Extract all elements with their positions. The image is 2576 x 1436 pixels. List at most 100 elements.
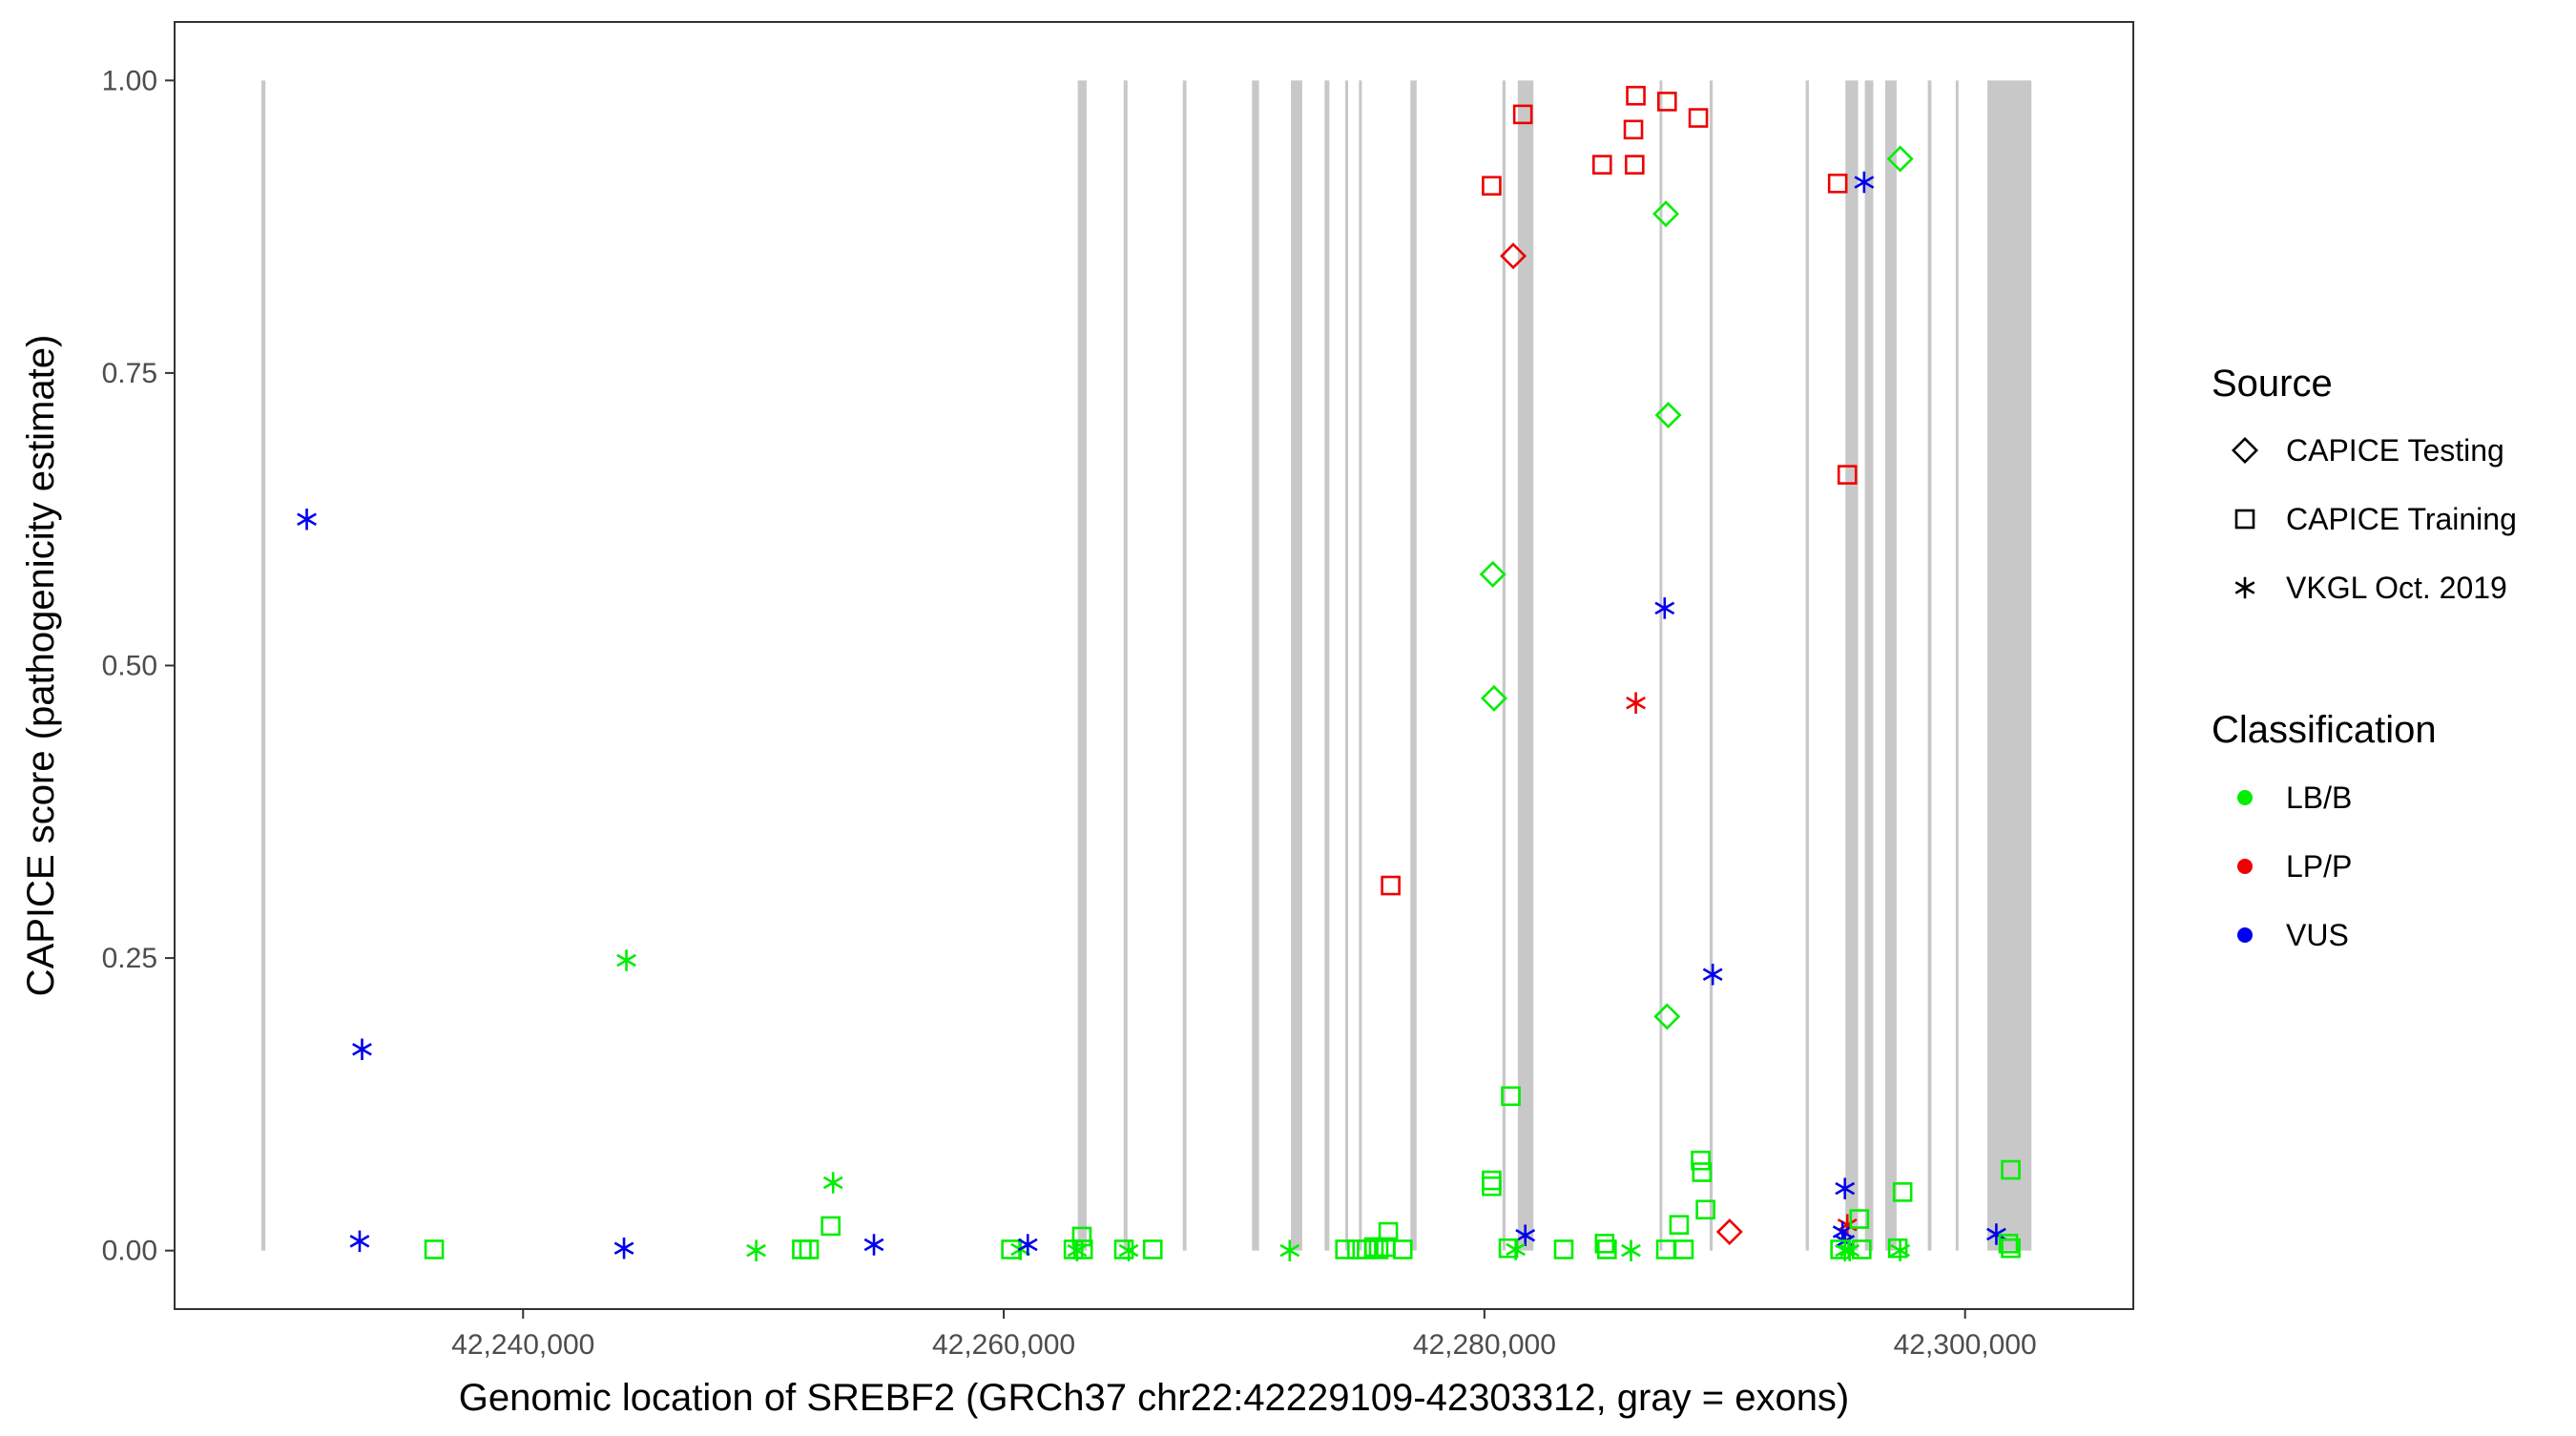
exon-band-16 <box>1864 80 1874 1251</box>
data-point-20 <box>1118 1239 1139 1261</box>
data-point-45 <box>1594 1234 1615 1254</box>
data-point-2 <box>349 1230 370 1253</box>
data-point-12 <box>1001 1239 1021 1259</box>
legend-source-title: Source <box>2212 363 2333 405</box>
exon-band-17 <box>1885 80 1897 1251</box>
exon-band-7 <box>1345 80 1349 1251</box>
data-point-31 <box>1392 1239 1413 1259</box>
legend-classification-title: Classification <box>2212 709 2437 751</box>
data-point-38 <box>1500 242 1527 270</box>
data-point-46 <box>1597 1239 1617 1259</box>
legend-classification-key-1 <box>2237 859 2253 874</box>
data-point-18 <box>1072 1239 1093 1259</box>
data-point-79 <box>1892 1182 1913 1202</box>
y-tick-label-1: 0.25 <box>102 943 157 974</box>
data-point-84 <box>1998 1234 2019 1254</box>
y-axis-title: CAPICE score (pathogenicity estimate) <box>20 335 62 997</box>
legend-classification-label-0: LB/B <box>2286 780 2352 815</box>
data-point-10 <box>822 1172 843 1194</box>
data-point-7 <box>792 1239 812 1259</box>
legend-classification-key-0 <box>2237 790 2253 805</box>
data-point-23 <box>1335 1239 1356 1259</box>
x-axis-title: Genomic location of SREBF2 (GRCh37 chr22… <box>459 1377 1850 1419</box>
data-point-22 <box>1279 1239 1300 1261</box>
data-point-67 <box>1837 465 1858 485</box>
y-tick-label-2: 0.50 <box>102 651 157 682</box>
data-point-63 <box>1695 1199 1715 1220</box>
legend-source-label-1: CAPICE Training <box>2286 502 2517 536</box>
exon-band-5 <box>1291 80 1302 1251</box>
exon-band-9 <box>1410 80 1417 1251</box>
data-point-43 <box>1553 1239 1574 1259</box>
data-point-5 <box>613 1237 634 1259</box>
legend-classification-label-2: VUS <box>2286 918 2349 952</box>
data-point-52 <box>1657 92 1677 112</box>
data-point-0 <box>297 508 317 531</box>
data-point-68 <box>1835 1177 1856 1199</box>
x-tick-label-1: 42,260,000 <box>932 1329 1075 1361</box>
data-point-30 <box>1381 875 1401 896</box>
data-point-49 <box>1625 155 1645 175</box>
exon-band-19 <box>1955 80 1959 1251</box>
legend-classification: Classification LB/B LP/P VUS <box>2212 709 2437 952</box>
exon-layer <box>260 80 2032 1251</box>
data-point-17 <box>1071 1226 1092 1247</box>
exon-band-10 <box>1502 80 1506 1251</box>
data-point-36 <box>1482 1176 1502 1197</box>
data-point-76 <box>1854 171 1875 194</box>
data-point-11 <box>863 1234 884 1256</box>
data-point-60 <box>1688 108 1709 128</box>
data-point-32 <box>1482 176 1502 196</box>
data-point-51 <box>1621 1239 1641 1261</box>
data-point-14 <box>1017 1234 1038 1256</box>
data-point-1 <box>352 1038 372 1060</box>
legend-source-key-2 <box>2234 576 2255 599</box>
exon-band-15 <box>1845 80 1859 1251</box>
data-point-77 <box>1852 1239 1872 1259</box>
data-point-44 <box>1591 155 1612 175</box>
point-layer <box>297 85 2021 1261</box>
legend-source-label-2: VKGL Oct. 2019 <box>2286 571 2507 605</box>
data-point-26 <box>1363 1237 1384 1258</box>
legend-source-key-0 <box>2232 437 2258 464</box>
data-point-73 <box>1839 1239 1860 1261</box>
data-point-25 <box>1357 1239 1377 1259</box>
exon-band-1 <box>1077 80 1087 1251</box>
data-point-65 <box>1715 1218 1743 1246</box>
data-point-29 <box>1378 1221 1399 1242</box>
y-tick-label-4: 1.00 <box>102 65 157 96</box>
exon-band-0 <box>260 80 266 1251</box>
data-point-50 <box>1626 692 1646 714</box>
data-point-81 <box>1890 1239 1911 1261</box>
data-point-39 <box>1512 104 1533 125</box>
x-tick-label-0: 42,240,000 <box>451 1329 594 1361</box>
exon-band-20 <box>1987 80 2032 1251</box>
axis-layer: 0.00 0.25 0.50 0.75 1.00 42,240,000 42,260,000… <box>102 65 2037 1361</box>
data-point-47 <box>1626 85 1646 106</box>
data-point-64 <box>1702 964 1723 986</box>
data-point-82 <box>1986 1223 2006 1245</box>
data-point-74 <box>1835 1239 1856 1261</box>
exon-band-8 <box>1359 80 1362 1251</box>
legend-source: Source CAPICE Testing CAPICE Training VKGL… <box>2212 363 2517 605</box>
x-tick-label-3: 42,300,000 <box>1894 1329 2037 1361</box>
data-point-42 <box>1506 1238 1527 1260</box>
data-point-66 <box>1827 173 1848 194</box>
data-point-21 <box>1142 1239 1163 1259</box>
data-point-75 <box>1849 1209 1870 1229</box>
data-point-58 <box>1669 1215 1690 1236</box>
data-point-53 <box>1652 200 1680 228</box>
legend-classification-key-2 <box>2237 927 2253 943</box>
x-tick-label-2: 42,280,000 <box>1413 1329 1556 1361</box>
exon-band-3 <box>1182 80 1187 1251</box>
exon-band-14 <box>1805 80 1809 1251</box>
exon-band-6 <box>1324 80 1330 1251</box>
data-point-85 <box>2001 1238 2021 1259</box>
data-point-4 <box>616 949 636 971</box>
data-point-83 <box>2001 1159 2021 1180</box>
exon-band-12 <box>1659 80 1663 1251</box>
data-point-59 <box>1673 1239 1694 1259</box>
exon-band-18 <box>1927 80 1932 1251</box>
